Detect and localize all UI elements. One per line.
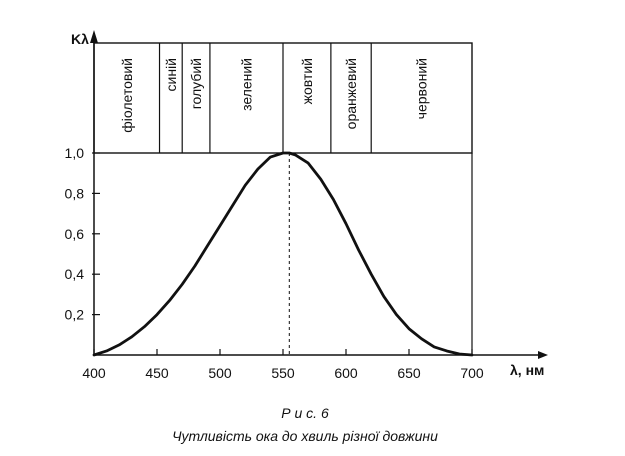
x-tick-label-450: 450 — [145, 365, 169, 381]
band-label-2: голубий — [188, 58, 204, 109]
y-tick-label-4: 1,0 — [65, 145, 85, 161]
y-axis-label: Kλ — [71, 31, 89, 47]
band-label-5: оранжевий — [343, 58, 359, 129]
y-axis-arrow — [90, 30, 98, 43]
y-tick-label-2: 0,6 — [65, 226, 85, 242]
curve-layer — [92, 151, 474, 357]
x-axis-arrow — [538, 351, 548, 359]
x-axis-label: λ, нм — [510, 362, 544, 378]
tick-labels: 400 450 500 550 600 650 700 0,2 0,4 0,6 0,8 1,0 — [65, 145, 484, 381]
x-tick-label-500: 500 — [208, 365, 232, 381]
figure-number: Р и с. 6 — [281, 405, 329, 421]
band-label-3: зелений — [238, 58, 254, 111]
x-tick-label-550: 550 — [271, 365, 295, 381]
y-tick-label-1: 0,4 — [65, 266, 85, 282]
x-tick-label-600: 600 — [334, 365, 358, 381]
x-tick-label-700: 700 — [460, 365, 484, 381]
band-label-4: жовтий — [299, 58, 315, 104]
axes — [90, 30, 548, 359]
y-tick-label-3: 0,8 — [65, 185, 85, 201]
color-band-box: фіолетовий синій голубий зелений жовтий оранж… — [93, 42, 473, 154]
figure-caption: Чутливість ока до хвиль різної довжини — [172, 428, 438, 444]
x-tick-label-650: 650 — [397, 365, 421, 381]
band-label-6: червоний — [414, 58, 430, 119]
band-label-1: синій — [163, 58, 179, 91]
y-tick-label-0: 0,2 — [65, 307, 85, 323]
band-label-0: фіолетовий — [119, 58, 135, 133]
sensitivity-curve — [92, 151, 474, 357]
x-tick-label-400: 400 — [82, 365, 106, 381]
